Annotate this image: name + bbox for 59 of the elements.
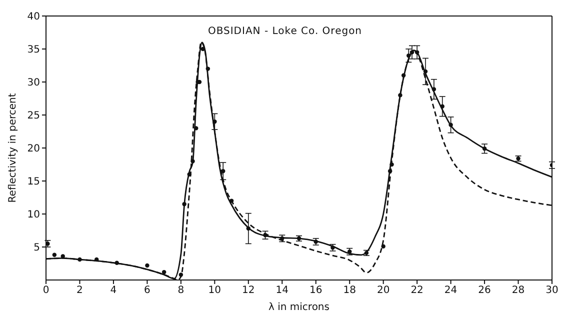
point — [423, 69, 428, 74]
point — [194, 126, 198, 130]
y-tick-label: 35 — [27, 44, 40, 56]
point — [190, 159, 195, 164]
y-tick-label: 10 — [27, 210, 40, 221]
y-tick-label: 5 — [34, 242, 40, 254]
x-tick-label: 22 — [410, 285, 424, 296]
point — [440, 104, 444, 109]
point — [401, 73, 406, 78]
x-tick-label: 30 — [546, 285, 558, 296]
point — [182, 202, 186, 206]
point — [52, 252, 57, 258]
point — [410, 50, 414, 54]
x-tick-label: 8 — [178, 285, 184, 296]
point — [78, 257, 82, 262]
y-tick-label: 30 — [27, 78, 40, 89]
point — [432, 87, 436, 92]
x-tick-label: 14 — [276, 285, 288, 296]
x-tick-label: 24 — [444, 285, 458, 296]
point — [114, 260, 119, 265]
point — [381, 244, 386, 248]
x-tick-label: 28 — [512, 285, 525, 296]
y-tick-label: 15 — [27, 176, 40, 188]
x-axis-title: λ in microns — [268, 302, 330, 313]
point — [263, 233, 268, 238]
point — [398, 93, 402, 98]
text: OBSIDIAN - Loke Co. Oregon — [206, 26, 364, 37]
point — [390, 162, 394, 167]
point — [200, 46, 205, 52]
point — [246, 226, 251, 231]
x-tick-label: 16 — [310, 285, 322, 296]
point — [94, 257, 99, 262]
x-tick-label: 10 — [208, 285, 222, 296]
x-tick-label: 12 — [242, 285, 255, 296]
y-axis-title: Reflectivity in percent — [8, 93, 19, 203]
point — [482, 146, 487, 151]
x-tick-label: 18 — [343, 285, 356, 296]
point — [229, 198, 234, 203]
point — [187, 172, 192, 177]
y-tick-label: 20 — [27, 144, 40, 155]
point — [448, 122, 453, 128]
point — [145, 263, 150, 268]
x-tick-label: 20 — [376, 285, 390, 296]
point — [212, 119, 217, 124]
point — [388, 168, 392, 174]
point — [220, 168, 226, 174]
point — [414, 50, 420, 54]
y-tick-label: 25 — [27, 110, 40, 122]
point — [178, 272, 184, 277]
point — [406, 53, 411, 58]
x-tick-label: 4 — [110, 285, 117, 296]
point — [206, 66, 210, 71]
point — [162, 270, 166, 274]
y-tick-label: 40 — [27, 12, 40, 23]
x-tick-label: 6 — [144, 285, 150, 296]
point — [60, 254, 65, 258]
x-tick-label: 2 — [76, 285, 83, 296]
x-tick-label: 0 — [42, 285, 50, 296]
x-tick-label: 26 — [478, 285, 491, 296]
